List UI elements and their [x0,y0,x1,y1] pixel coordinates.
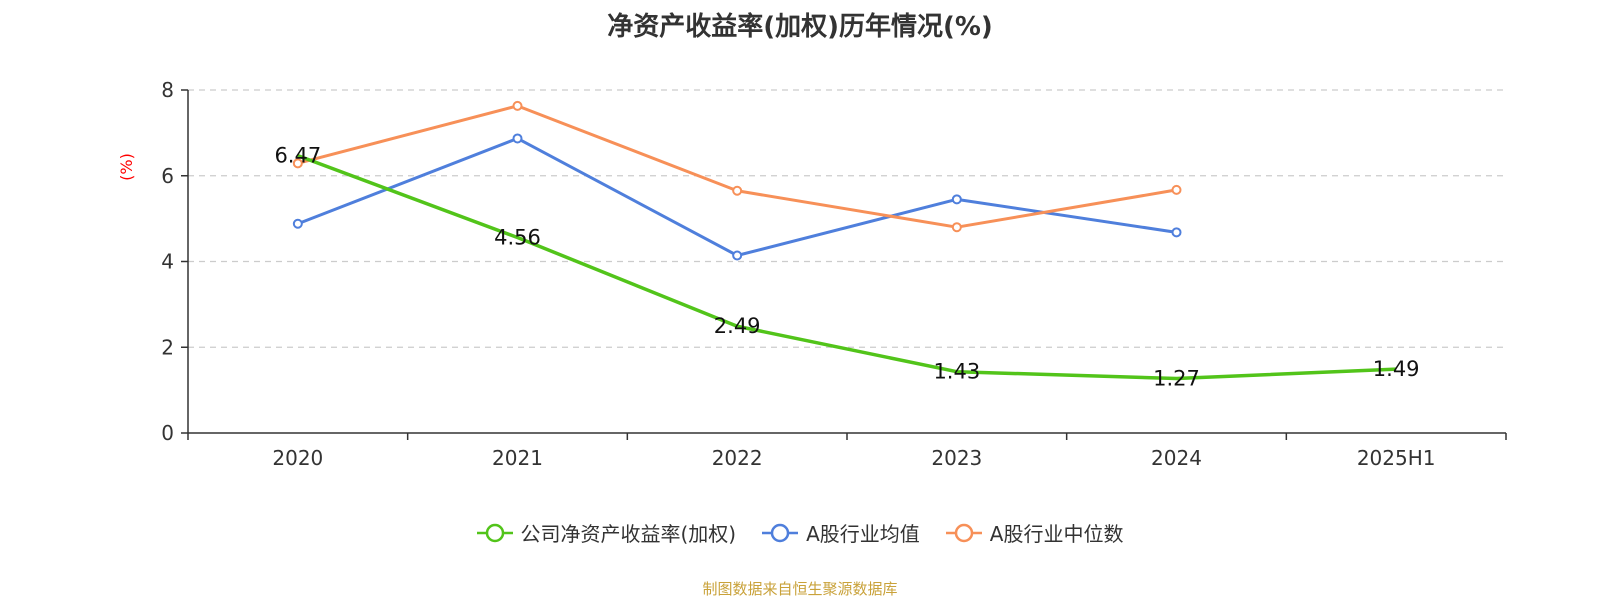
data-label: 4.56 [494,225,541,249]
legend: 公司净资产收益率(加权) A股行业均值 A股行业中位数 [0,518,1600,547]
data-label: 6.47 [274,144,321,168]
x-tick-label: 2021 [492,446,543,470]
data-labels: 6.47 4.56 2.49 1.43 1.27 1.49 [274,144,1419,391]
x-tick-label: 2022 [712,446,763,470]
legend-item[interactable]: A股行业中位数 [945,518,1124,547]
data-point [512,100,523,111]
data-point [292,218,303,229]
series-lines [292,100,1397,381]
axes: 0 2 4 6 8 2020 2021 2022 2023 2024 2025H1 (%) [117,78,1507,470]
data-point [951,194,962,205]
legend-label: 公司净资产收益率(加权) [520,522,737,546]
series-line [297,136,1177,257]
chart-title: 净资产收益率(加权)历年情况(%) [607,12,993,42]
legend-marker-icon [762,523,799,542]
data-point [512,133,523,144]
legend-marker-icon [476,523,513,542]
data-label: 1.49 [1373,357,1420,381]
data-label: 1.27 [1153,367,1200,391]
y-tick-label: 4 [161,250,174,274]
x-tick-label: 2023 [931,446,982,470]
data-label: 2.49 [714,314,761,338]
x-tick-label: 2024 [1151,446,1202,470]
legend-item[interactable]: A股行业均值 [762,518,920,547]
series-line [297,104,1177,229]
y-tick-label: 0 [161,421,174,445]
y-tick-label: 6 [161,164,174,188]
x-tick-label: 2020 [272,446,323,470]
data-label: 1.43 [933,360,980,384]
y-axis-title: (%) [117,153,136,181]
y-tick-label: 2 [161,335,174,359]
data-point [951,222,962,233]
gridlines [188,89,1506,348]
x-tick-label: 2025H1 [1357,446,1436,470]
legend-item[interactable]: 公司净资产收益率(加权) [476,518,737,547]
data-point [292,158,303,169]
legend-marker-icon [945,523,982,542]
data-point [1171,184,1182,195]
series-line [297,153,1397,381]
data-point [732,185,743,196]
data-point [732,250,743,261]
line-chart: 0 2 4 6 8 2020 2021 2022 2023 2024 2025H1 (%) 6.47 4… [117,78,1507,470]
source-note: 制图数据来自恒生聚源数据库 [702,580,898,598]
data-point [1171,227,1182,238]
y-tick-label: 8 [161,78,174,102]
legend-label: A股行业中位数 [989,522,1124,546]
legend-label: A股行业均值 [806,522,920,546]
